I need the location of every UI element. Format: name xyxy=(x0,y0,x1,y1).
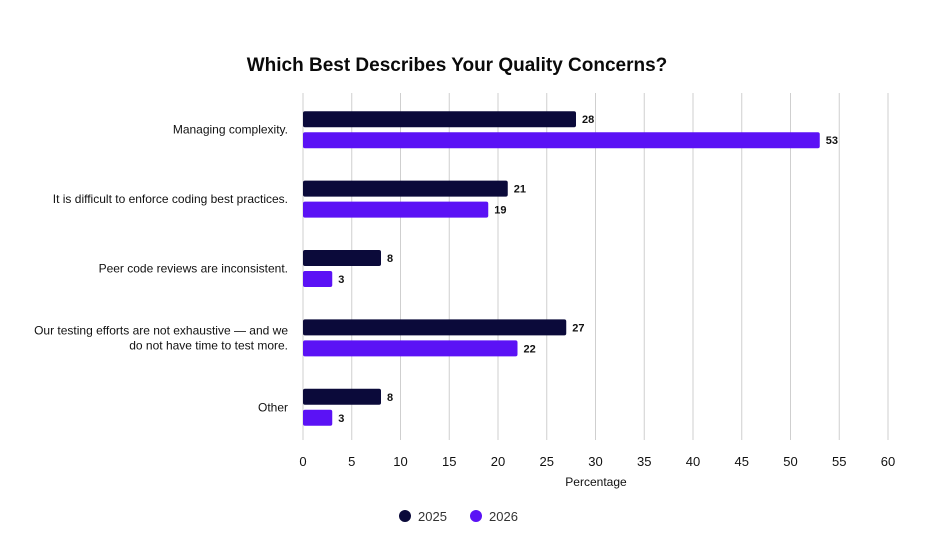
gridlines xyxy=(302,93,889,440)
bar-2026 xyxy=(303,132,820,149)
bar-value-label: 28 xyxy=(582,114,594,126)
legend-swatch-2026 xyxy=(470,510,482,522)
bars: 28 53 21 19 8 3 27 22 8 3 xyxy=(303,111,838,426)
category-label: Peer code reviews are inconsistent. xyxy=(99,262,288,276)
bar-2026 xyxy=(303,201,489,218)
x-axis-label: Percentage xyxy=(565,475,627,489)
x-tick-label: 60 xyxy=(881,454,895,469)
bar-2025 xyxy=(303,111,576,128)
x-tick-label: 25 xyxy=(540,454,554,469)
x-tick-label: 30 xyxy=(588,454,602,469)
category-labels: Managing complexity. It is difficult to e… xyxy=(34,123,288,415)
category-label: Other xyxy=(258,400,288,414)
legend-label: 2025 xyxy=(418,509,447,524)
bar-2025 xyxy=(303,180,508,197)
bar-2025 xyxy=(303,319,567,336)
category-label: Managing complexity. xyxy=(173,123,288,137)
watermark-text: 搜狐号@北汇信息 xyxy=(782,521,918,542)
x-tick-label: 45 xyxy=(735,454,749,469)
bar-value-label: 27 xyxy=(572,322,584,334)
bar-value-label: 53 xyxy=(826,135,838,147)
bar-2026 xyxy=(303,340,518,357)
x-tick-label: 20 xyxy=(491,454,505,469)
bar-value-label: 19 xyxy=(494,205,506,217)
bar-value-label: 3 xyxy=(338,413,344,425)
bar-value-label: 21 xyxy=(514,184,526,196)
legend: 2025 2026 xyxy=(399,509,518,524)
chart-title: Which Best Describes Your Quality Concer… xyxy=(247,55,668,76)
x-tick-label: 50 xyxy=(783,454,797,469)
legend-label: 2026 xyxy=(489,509,518,524)
bar-value-label: 3 xyxy=(338,274,344,286)
x-tick-label: 15 xyxy=(442,454,456,469)
bar-2026 xyxy=(303,271,333,287)
category-label: Our testing efforts are not exhaustive —… xyxy=(34,323,288,337)
bar-2026 xyxy=(303,409,333,426)
x-tick-label: 5 xyxy=(348,454,355,469)
x-tick-label: 55 xyxy=(832,454,846,469)
bar-2025 xyxy=(303,388,381,405)
bar-value-label: 8 xyxy=(387,392,393,404)
bar-2025 xyxy=(303,250,381,266)
bar-value-label: 8 xyxy=(387,253,393,265)
category-label: do not have time to test more. xyxy=(129,338,288,352)
legend-swatch-2025 xyxy=(399,510,411,522)
x-axis-ticks: 0 5 10 15 20 25 30 35 40 45 50 55 60 xyxy=(299,454,895,469)
x-tick-label: 0 xyxy=(299,454,306,469)
x-tick-label: 40 xyxy=(686,454,700,469)
bar-value-label: 22 xyxy=(524,343,536,355)
x-tick-label: 10 xyxy=(393,454,407,469)
x-tick-label: 35 xyxy=(637,454,651,469)
category-label: It is difficult to enforce coding best p… xyxy=(53,192,288,206)
